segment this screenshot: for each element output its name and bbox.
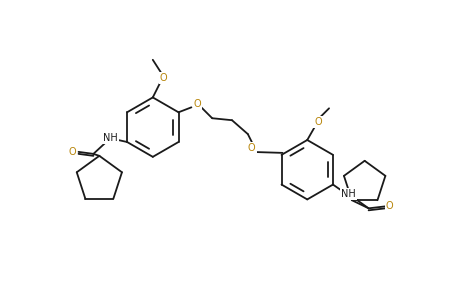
Text: O: O — [248, 143, 256, 153]
Text: NH: NH — [103, 133, 117, 143]
Text: O: O — [69, 147, 76, 157]
Text: O: O — [160, 73, 167, 83]
Text: O: O — [315, 117, 322, 127]
Text: NH: NH — [342, 190, 356, 199]
Text: O: O — [193, 99, 201, 109]
Text: O: O — [385, 201, 393, 211]
